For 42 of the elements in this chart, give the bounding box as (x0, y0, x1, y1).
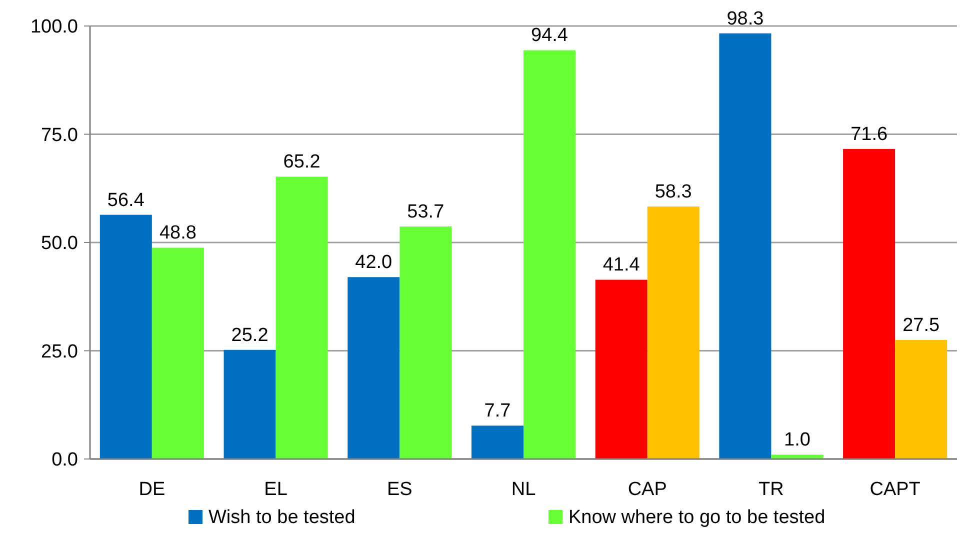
legend-label: Wish to be tested (208, 507, 356, 528)
bar (647, 206, 700, 459)
data-label: 27.5 (902, 314, 940, 336)
data-label: 1.0 (784, 430, 810, 451)
y-tick-label: 0.0 (52, 450, 78, 471)
data-label: 48.8 (159, 222, 196, 244)
x-tick-label: NL (511, 479, 536, 500)
x-tick-label: DE (138, 479, 166, 500)
x-tick-label: CAPT (870, 479, 921, 500)
bar (348, 277, 400, 459)
bar (152, 248, 204, 459)
data-label: 7.7 (484, 400, 511, 422)
data-label: 65.2 (283, 152, 320, 173)
data-label: 41.4 (602, 254, 640, 276)
data-label: 53.7 (407, 201, 444, 222)
data-label: 94.4 (531, 25, 568, 46)
data-label: 98.3 (726, 8, 764, 30)
bar (224, 350, 276, 459)
bar (400, 226, 452, 459)
data-label: 25.2 (231, 324, 268, 346)
x-tick-label: EL (264, 479, 288, 500)
bar (771, 454, 824, 459)
x-tick-label: CAP (628, 479, 667, 500)
bar (895, 340, 948, 459)
data-label: 56.4 (107, 190, 145, 211)
x-tick-label: ES (386, 479, 412, 500)
data-label: 42.0 (355, 252, 392, 274)
bar (524, 50, 576, 459)
data-label: 58.3 (654, 182, 692, 203)
x-tick-label: TR (758, 479, 784, 500)
y-tick-label: 75.0 (41, 124, 78, 146)
y-tick-label: 100.0 (30, 16, 78, 38)
bar (719, 33, 772, 459)
bar (471, 426, 524, 459)
bar (843, 148, 896, 459)
y-tick-label: 50.0 (41, 233, 78, 254)
bar (595, 280, 648, 459)
data-label: 71.6 (850, 124, 888, 145)
legend-label: Know where to go to be tested (568, 507, 826, 528)
bar (276, 176, 328, 459)
y-tick-label: 25.0 (41, 341, 78, 362)
bar (100, 214, 152, 459)
